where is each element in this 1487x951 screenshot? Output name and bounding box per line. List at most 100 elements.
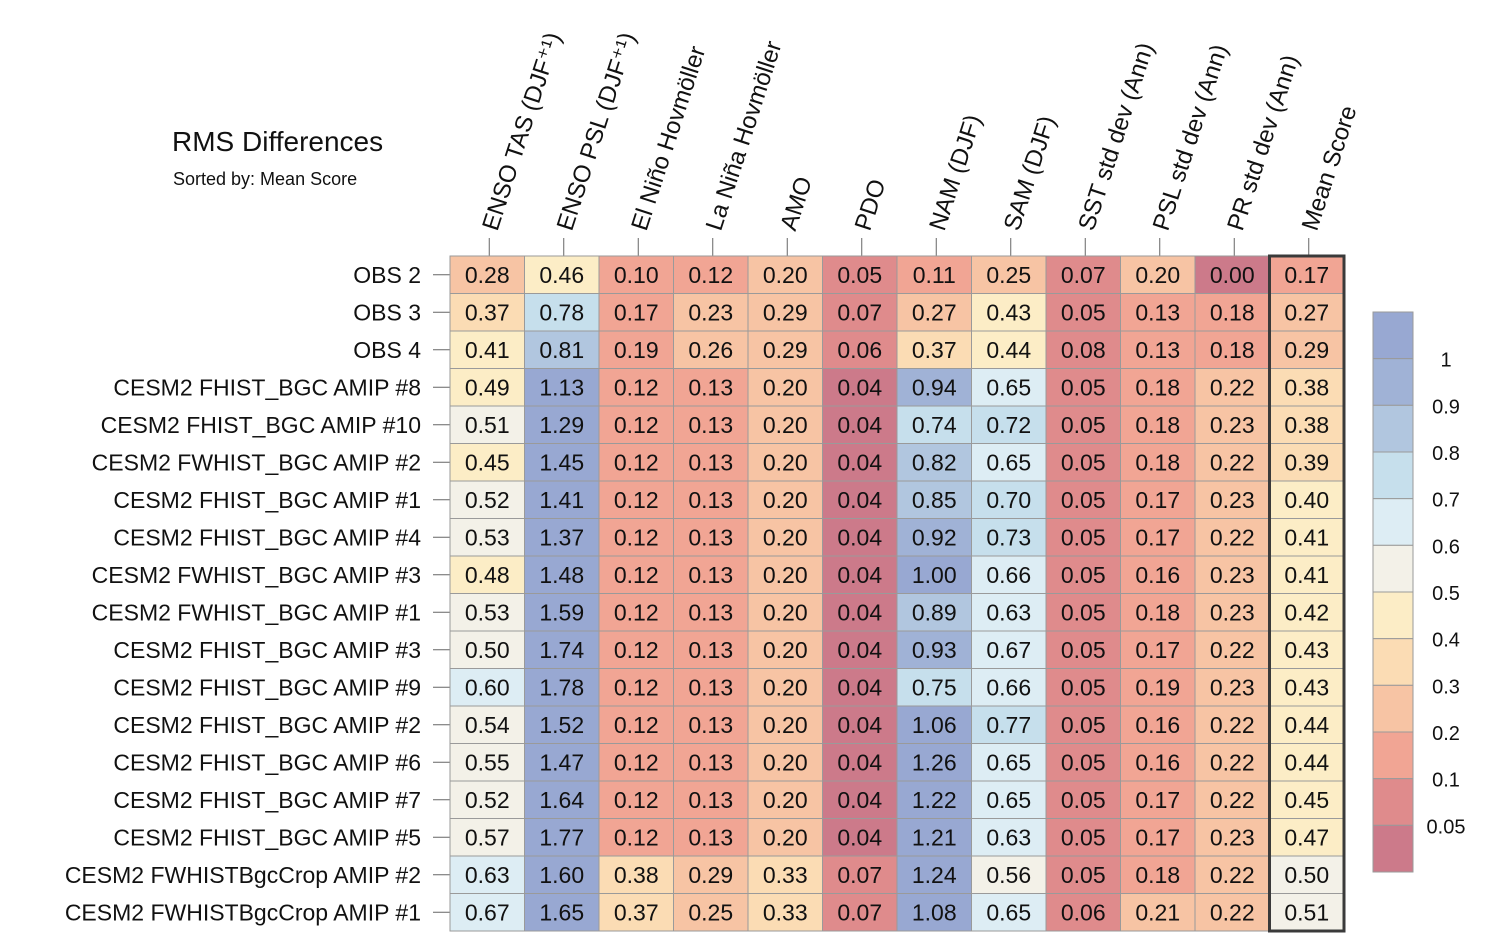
heatmap-cell — [1120, 893, 1196, 932]
cell-value-label: 1.78 — [539, 674, 584, 700]
heatmap-cell — [822, 668, 898, 707]
cell-value-label: 0.67 — [465, 899, 510, 925]
colorbar-segment — [1372, 591, 1414, 640]
cell-value-label: 0.05 — [1061, 524, 1106, 550]
cell-value-label: 1.45 — [539, 449, 584, 475]
row-label: CESM2 FHIST_BGC AMIP #5 — [113, 824, 421, 850]
heatmap-cell — [673, 255, 749, 294]
cell-value-label: 0.66 — [986, 674, 1031, 700]
heatmap-cell — [822, 518, 898, 557]
cell-value-label: 0.54 — [465, 712, 510, 738]
heatmap-cell — [1269, 855, 1345, 894]
heatmap-cell — [1194, 893, 1270, 932]
cell-value-label: 0.51 — [465, 412, 510, 438]
cell-value-label: 1.06 — [912, 712, 957, 738]
heatmap-cell — [1120, 518, 1196, 557]
heatmap-cell — [896, 443, 972, 482]
heatmap-cell — [524, 893, 600, 932]
column-label: PDO — [850, 176, 892, 234]
cell-value-label: 1.41 — [539, 487, 584, 513]
heatmap-cell — [747, 780, 823, 819]
cell-value-label: 0.17 — [1135, 487, 1180, 513]
colorbar-segment — [1372, 358, 1414, 406]
heatmap-cell — [524, 480, 600, 519]
cell-value-label: 0.04 — [837, 674, 882, 700]
cell-value-label: 0.05 — [1061, 599, 1106, 625]
heatmap-cell — [971, 818, 1047, 857]
cell-value-label: 0.20 — [763, 787, 808, 813]
heatmap-cell — [747, 480, 823, 519]
heatmap-cell — [1269, 368, 1345, 407]
cell-value-label: 0.04 — [837, 374, 882, 400]
row-label: CESM2 FHIST_BGC AMIP #4 — [113, 524, 421, 550]
heatmap-cell — [598, 518, 674, 557]
cell-value-label: 0.29 — [763, 299, 808, 325]
colorbar-segment — [1372, 544, 1414, 593]
cell-value-label: 1.74 — [539, 637, 584, 663]
heatmap-cell — [896, 893, 972, 932]
heatmap-cell — [822, 555, 898, 594]
heatmap-cell — [822, 818, 898, 857]
column-label: ENSO TAS (DJF⁺¹) — [477, 29, 566, 234]
cell-value-label: 0.22 — [1210, 862, 1255, 888]
heatmap-cell — [1194, 518, 1270, 557]
cell-value-label: 0.16 — [1135, 749, 1180, 775]
heatmap-cell — [896, 630, 972, 669]
row-label: CESM2 FHIST_BGC AMIP #7 — [113, 787, 421, 813]
cell-value-label: 0.20 — [763, 262, 808, 288]
row-label: CESM2 FWHIST_BGC AMIP #1 — [92, 599, 421, 625]
cell-value-label: 0.33 — [763, 862, 808, 888]
heatmap-cell — [673, 593, 749, 632]
cell-value-label: 0.20 — [763, 374, 808, 400]
cell-value-label: 0.22 — [1210, 449, 1255, 475]
heatmap-cell — [971, 855, 1047, 894]
colorbar-tick-label: 0.7 — [1432, 490, 1460, 512]
cell-value-label: 0.37 — [614, 899, 659, 925]
cell-value-label: 0.13 — [688, 824, 733, 850]
cell-value-label: 0.67 — [986, 637, 1031, 663]
cell-value-label: 0.29 — [1284, 337, 1329, 363]
cell-value-label: 0.12 — [614, 674, 659, 700]
heatmap-cell — [524, 443, 600, 482]
cell-value-label: 0.07 — [1061, 262, 1106, 288]
mean-score-highlight — [1268, 254, 1346, 933]
cell-value-label: 0.00 — [1210, 262, 1255, 288]
heatmap-cell — [971, 480, 1047, 519]
column-label: Mean Score — [1297, 102, 1363, 233]
heatmap-cell — [524, 780, 600, 819]
heatmap-cell — [1269, 518, 1345, 557]
cell-value-label: 0.17 — [1135, 824, 1180, 850]
cell-value-label: 0.13 — [688, 787, 733, 813]
cell-value-label: 1.65 — [539, 899, 584, 925]
cell-value-label: 1.24 — [912, 862, 957, 888]
cell-value-label: 0.70 — [986, 487, 1031, 513]
cell-value-label: 0.43 — [986, 299, 1031, 325]
heatmap-cell — [1120, 593, 1196, 632]
cell-value-label: 0.12 — [614, 712, 659, 738]
cell-value-label: 0.22 — [1210, 524, 1255, 550]
cell-value-label: 1.59 — [539, 599, 584, 625]
cell-value-label: 0.13 — [688, 562, 733, 588]
heatmap-cell — [747, 893, 823, 932]
heatmap-cell — [747, 818, 823, 857]
heatmap-cell — [449, 818, 525, 857]
cell-value-label: 0.29 — [763, 337, 808, 363]
cell-value-label: 0.60 — [465, 674, 510, 700]
cell-value-label: 0.41 — [1284, 562, 1329, 588]
heatmap-cell — [971, 293, 1047, 332]
heatmap-cell — [1120, 630, 1196, 669]
colorbar-segment — [1372, 498, 1414, 546]
cell-value-label: 0.17 — [1284, 262, 1329, 288]
cell-value-label: 0.18 — [1210, 299, 1255, 325]
heatmap-cell — [896, 368, 972, 407]
heatmap-cell — [673, 630, 749, 669]
cell-value-label: 0.66 — [986, 562, 1031, 588]
cell-value-label: 0.46 — [539, 262, 584, 288]
cell-value-label: 0.05 — [1061, 787, 1106, 813]
heatmap-cell — [747, 593, 823, 632]
cell-value-label: 0.20 — [763, 449, 808, 475]
heatmap-cell — [1120, 330, 1196, 369]
heatmap-cell — [1045, 705, 1121, 744]
cell-value-label: 0.17 — [1135, 524, 1180, 550]
heatmap-cell — [1194, 255, 1270, 294]
